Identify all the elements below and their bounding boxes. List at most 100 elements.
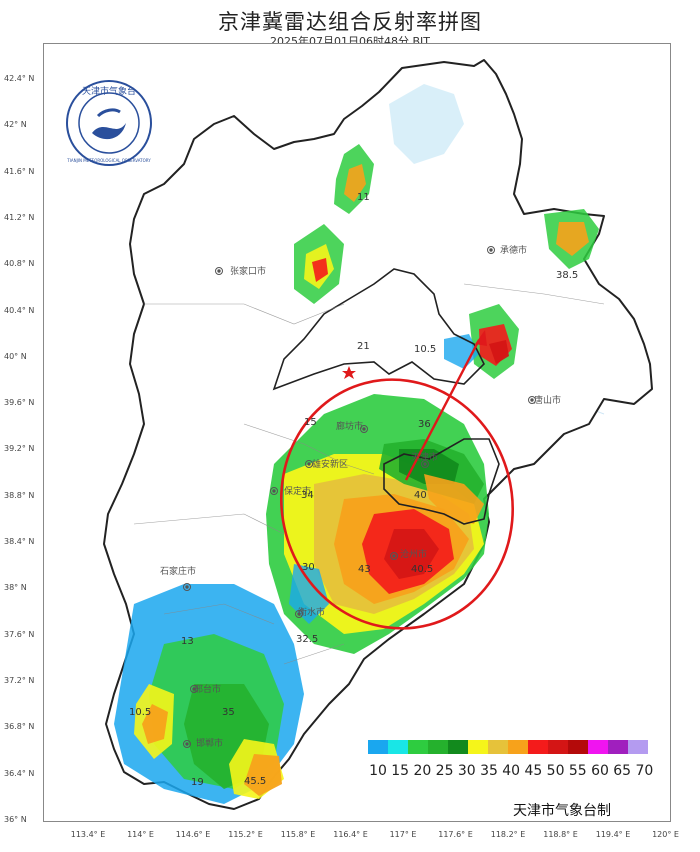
max-value-label: 19 [191, 777, 204, 788]
max-value-label: 10.5 [414, 344, 437, 355]
max-value-label: 13 [181, 636, 194, 647]
max-value-label: 21 [357, 341, 370, 352]
latitude-label: 38.4° N [4, 537, 35, 546]
city-markers [183, 246, 536, 748]
logo-title: 天津市气象台 [82, 85, 136, 97]
legend-swatch [608, 740, 628, 754]
legend-label: 15 [391, 763, 410, 779]
province-borders [272, 268, 500, 525]
map-canvas [103, 59, 653, 810]
city-label: 邯郸市 [196, 739, 224, 749]
legend-label: 60 [591, 763, 609, 779]
longitude-label: 113.4° E [70, 830, 106, 839]
legend-label: 50 [546, 763, 565, 779]
longitude-label: 117.6° E [438, 830, 473, 839]
max-value-label: 30 [302, 562, 315, 573]
legend-label: 55 [568, 763, 587, 779]
max-value-label: 36 [418, 419, 431, 430]
latitude-label: 40.4° N [4, 305, 35, 315]
legend-swatch [628, 740, 648, 754]
max-value-label: 34 [301, 490, 314, 501]
max-value-label: 32.5 [296, 634, 319, 645]
legend-swatch [588, 740, 608, 754]
longitude-label: 114° E [127, 830, 154, 839]
longitude-label: 116.4° E [333, 830, 368, 839]
latitude-label: 42.4° N [4, 74, 35, 83]
longitude-label: 117° E [389, 830, 417, 839]
legend-label: 20 [413, 763, 432, 779]
longitude-label: 118.2° E [490, 830, 526, 839]
city-label: 唐山市 [534, 396, 562, 406]
max-value-label: 35 [222, 707, 235, 718]
latitude-label: 37.2° N [4, 675, 35, 685]
legend-swatch [408, 740, 428, 754]
city-label: 衡水市 [298, 608, 326, 618]
max-value-label: 40.5 [411, 564, 434, 575]
legend-swatch [448, 740, 468, 754]
legend-swatch [428, 740, 448, 754]
legend-label: 65 [613, 763, 632, 779]
latitude-label: 41.2° N [4, 212, 35, 222]
legend-swatch [508, 740, 528, 754]
latitude-label: 41.6° N [4, 166, 35, 176]
max-value-label: 10.5 [129, 707, 152, 718]
city-label: 天津市 [411, 453, 439, 463]
legend-label: 10 [369, 763, 387, 779]
longitude-label: 115.8° E [280, 830, 316, 839]
latitude-label: 36.4° N [4, 768, 35, 778]
legend-label: 40 [502, 763, 521, 779]
city-label: 张家口市 [230, 267, 267, 277]
max-value-label: 43 [358, 564, 371, 575]
legend-label: 70 [635, 763, 654, 779]
legend-swatch [368, 740, 388, 754]
latitude-label: 38.8° N [4, 490, 35, 500]
latitude-label: 38° N [4, 583, 27, 593]
longitude-label: 115.2° E [228, 830, 263, 839]
credit-label: 天津市气象台制 [513, 803, 611, 819]
legend-label: 35 [480, 763, 498, 779]
max-value-label: 15 [304, 417, 317, 428]
logo-subtitle: TIANJIN METEOROLOGICAL OBSERVATORY [66, 158, 151, 163]
legend-swatch [568, 740, 588, 754]
max-value-label: 11 [357, 192, 370, 203]
legend-swatch [388, 740, 408, 754]
longitude-label: 118.8° E [543, 830, 578, 839]
latitude-label: 36.8° N [4, 722, 35, 732]
max-value-label: 40 [414, 490, 427, 501]
capital-star-icon [342, 366, 356, 379]
city-label: 廊坊市 [336, 422, 364, 432]
highlight-ellipse [280, 378, 514, 630]
radar-echo [114, 84, 599, 804]
latitude-label: 37.6° N [4, 629, 35, 639]
max-value-label: 38.5 [556, 270, 579, 281]
observatory-logo: 天津市气象台 TIANJIN METEOROLOGICAL OBSERVATOR… [66, 80, 152, 166]
city-label: 沧州市 [400, 550, 428, 560]
legend-label: 30 [457, 763, 476, 779]
longitude-label: 120° E [652, 830, 679, 839]
latitude-label: 39.6° N [4, 398, 35, 408]
color-legend [368, 740, 648, 754]
legend-label: 45 [524, 763, 543, 779]
movement-arrow [404, 330, 487, 481]
latitude-label: 39.2° N [4, 444, 35, 454]
city-borders [133, 283, 605, 665]
latitude-label: 42° N [4, 120, 27, 130]
legend-swatch [488, 740, 508, 754]
latitude-label: 40.8° N [4, 259, 35, 269]
legend-swatch [548, 740, 568, 754]
city-label: 石家庄市 [160, 567, 197, 577]
city-label: 雄安新区 [312, 460, 349, 470]
legend-label: 25 [435, 763, 454, 779]
city-label: 邢台市 [194, 685, 222, 695]
legend-swatch [528, 740, 548, 754]
city-label: 保定市 [284, 487, 312, 497]
legend-swatch [468, 740, 488, 754]
latitude-label: 40° N [4, 351, 27, 361]
map-title: 京津冀雷达组合反射率拼图 [218, 10, 482, 34]
latitude-label: 36° N [4, 814, 27, 824]
city-label: 承德市 [500, 246, 528, 256]
max-value-label: 45.5 [244, 776, 267, 787]
longitude-label: 119.4° E [595, 830, 631, 839]
longitude-label: 114.6° E [175, 830, 211, 839]
radar-map: 张家口市 承德市 唐山市 天津市 廊坊市 雄安新区 保定市 沧州市 石家庄市 衡… [43, 43, 671, 822]
